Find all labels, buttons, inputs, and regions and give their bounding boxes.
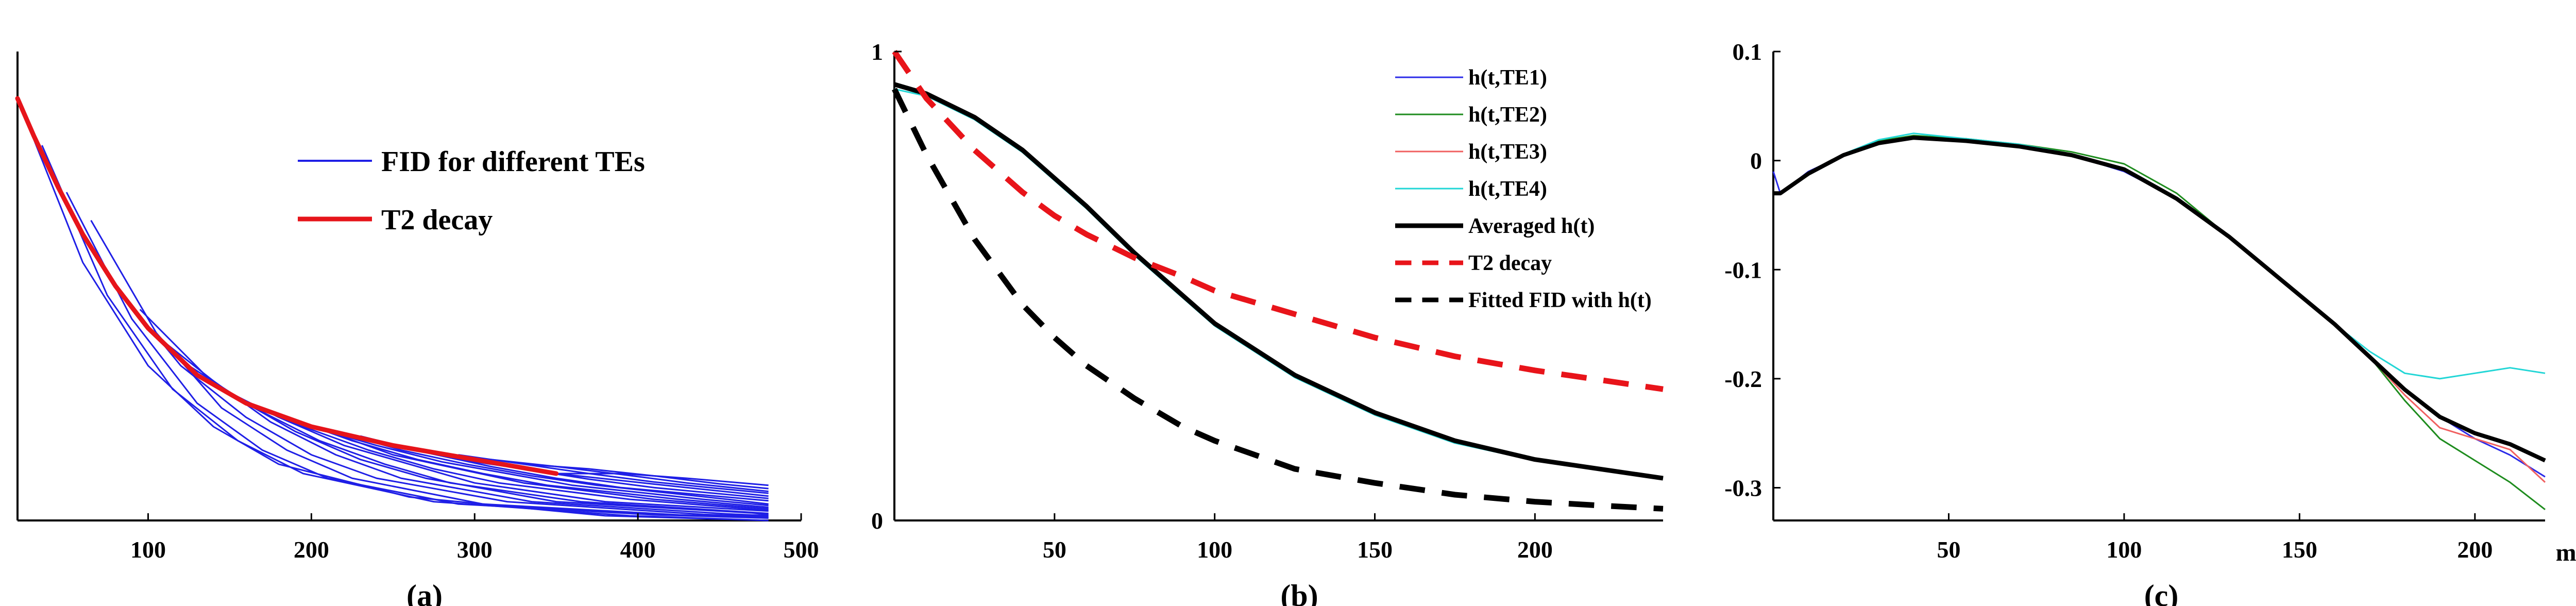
fid-curve bbox=[41, 145, 769, 521]
legend-label: T2 decay bbox=[1468, 251, 1552, 275]
legend-label: Fitted FID with h(t) bbox=[1468, 289, 1652, 312]
panel-a-legend: FID for different TEs T2 decay bbox=[298, 146, 645, 236]
panel-b-y-tick-label: 1 bbox=[871, 39, 883, 65]
panel-b-legend: h(t,TE1) h(t,TE2) h(t,TE3) h(t,TE4) Averaged… bbox=[1395, 66, 1652, 312]
panel-c-x-tick-label: 50 bbox=[1937, 536, 1960, 563]
panel-b-x-tick-label: 150 bbox=[1357, 536, 1393, 563]
panel-c-x-tick-label: 150 bbox=[2282, 536, 2317, 563]
legend-label: h(t,TE3) bbox=[1468, 140, 1547, 164]
panel-c-axis-ticks: 50 100 150 200 0.1 0 -0.1 -0.2 -0.3 bbox=[1724, 39, 2493, 563]
fid-curve bbox=[164, 342, 769, 516]
fid-curve bbox=[65, 192, 769, 519]
panel-a-x-tick-label: 100 bbox=[130, 536, 166, 563]
fid-curve bbox=[114, 285, 769, 518]
panel-c-y-tick-label: -0.2 bbox=[1724, 366, 1762, 392]
panel-b-x-tick-label: 50 bbox=[1043, 536, 1066, 563]
fid-curve bbox=[139, 309, 769, 517]
fid-curve bbox=[238, 398, 769, 511]
legend-label: h(t,TE2) bbox=[1468, 103, 1547, 127]
legend-fid-label: FID for different TEs bbox=[381, 146, 645, 178]
panel-b-label: (b) bbox=[1280, 579, 1318, 606]
legend-label: Averaged h(t) bbox=[1468, 214, 1595, 238]
panel-c-x-unit-label: ms bbox=[2556, 539, 2576, 566]
panel-c-chart: 50 100 150 200 0.1 0 -0.1 -0.2 -0.3 ms (c) bbox=[1724, 39, 2576, 606]
panel-c-y-tick-label: -0.3 bbox=[1724, 475, 1762, 501]
panel-c-plot-area bbox=[1772, 132, 2546, 510]
series-line bbox=[892, 49, 1664, 392]
series-line bbox=[1773, 136, 2546, 463]
fid-curve bbox=[188, 365, 769, 514]
panel-b-x-tick-label: 200 bbox=[1517, 536, 1553, 563]
panel-b-y-tick-label: 0 bbox=[871, 508, 883, 534]
panel-c-x-tick-label: 200 bbox=[2457, 536, 2493, 563]
panel-a-x-tick-label: 300 bbox=[457, 536, 493, 563]
panel-a-chart: 100 200 300 400 500 FID for different TEs T2… bbox=[15, 52, 819, 606]
fid-curve bbox=[286, 416, 769, 508]
legend-label: h(t,TE1) bbox=[1468, 66, 1547, 90]
panel-c-y-tick-label: -0.1 bbox=[1724, 257, 1762, 283]
series-line bbox=[893, 82, 1664, 481]
legend-t2-label: T2 decay bbox=[381, 204, 493, 236]
panel-a-label: (a) bbox=[406, 579, 443, 606]
panel-c-y-tick-label: 0.1 bbox=[1733, 39, 1762, 65]
panel-b-axis-ticks: 50 100 150 200 0 1 bbox=[871, 39, 1553, 563]
legend-label: h(t,TE4) bbox=[1468, 177, 1547, 201]
panel-c-x-tick-label: 100 bbox=[2106, 536, 2142, 563]
panel-c-label: (c) bbox=[2144, 579, 2179, 606]
t2-decay-curve bbox=[15, 96, 559, 476]
panel-b-x-tick-label: 100 bbox=[1197, 536, 1232, 563]
panel-c-y-tick-label: 0 bbox=[1750, 148, 1762, 174]
series-line bbox=[1773, 132, 2546, 380]
panel-a-x-tick-label: 500 bbox=[784, 536, 819, 563]
fid-curve bbox=[335, 430, 769, 505]
fid-curve bbox=[311, 426, 769, 507]
fid-curve bbox=[213, 383, 769, 512]
fid-curve bbox=[556, 473, 769, 486]
panel-a-x-ticks: 100 200 300 400 500 bbox=[130, 513, 819, 563]
panel-b-plot-area bbox=[892, 49, 1664, 512]
fid-curve bbox=[523, 463, 769, 490]
panel-a-x-tick-label: 200 bbox=[294, 536, 329, 563]
series-line bbox=[1773, 134, 2546, 510]
panel-a-x-tick-label: 400 bbox=[620, 536, 656, 563]
panel-a-plot-area bbox=[15, 96, 769, 521]
series-line bbox=[892, 88, 1664, 512]
